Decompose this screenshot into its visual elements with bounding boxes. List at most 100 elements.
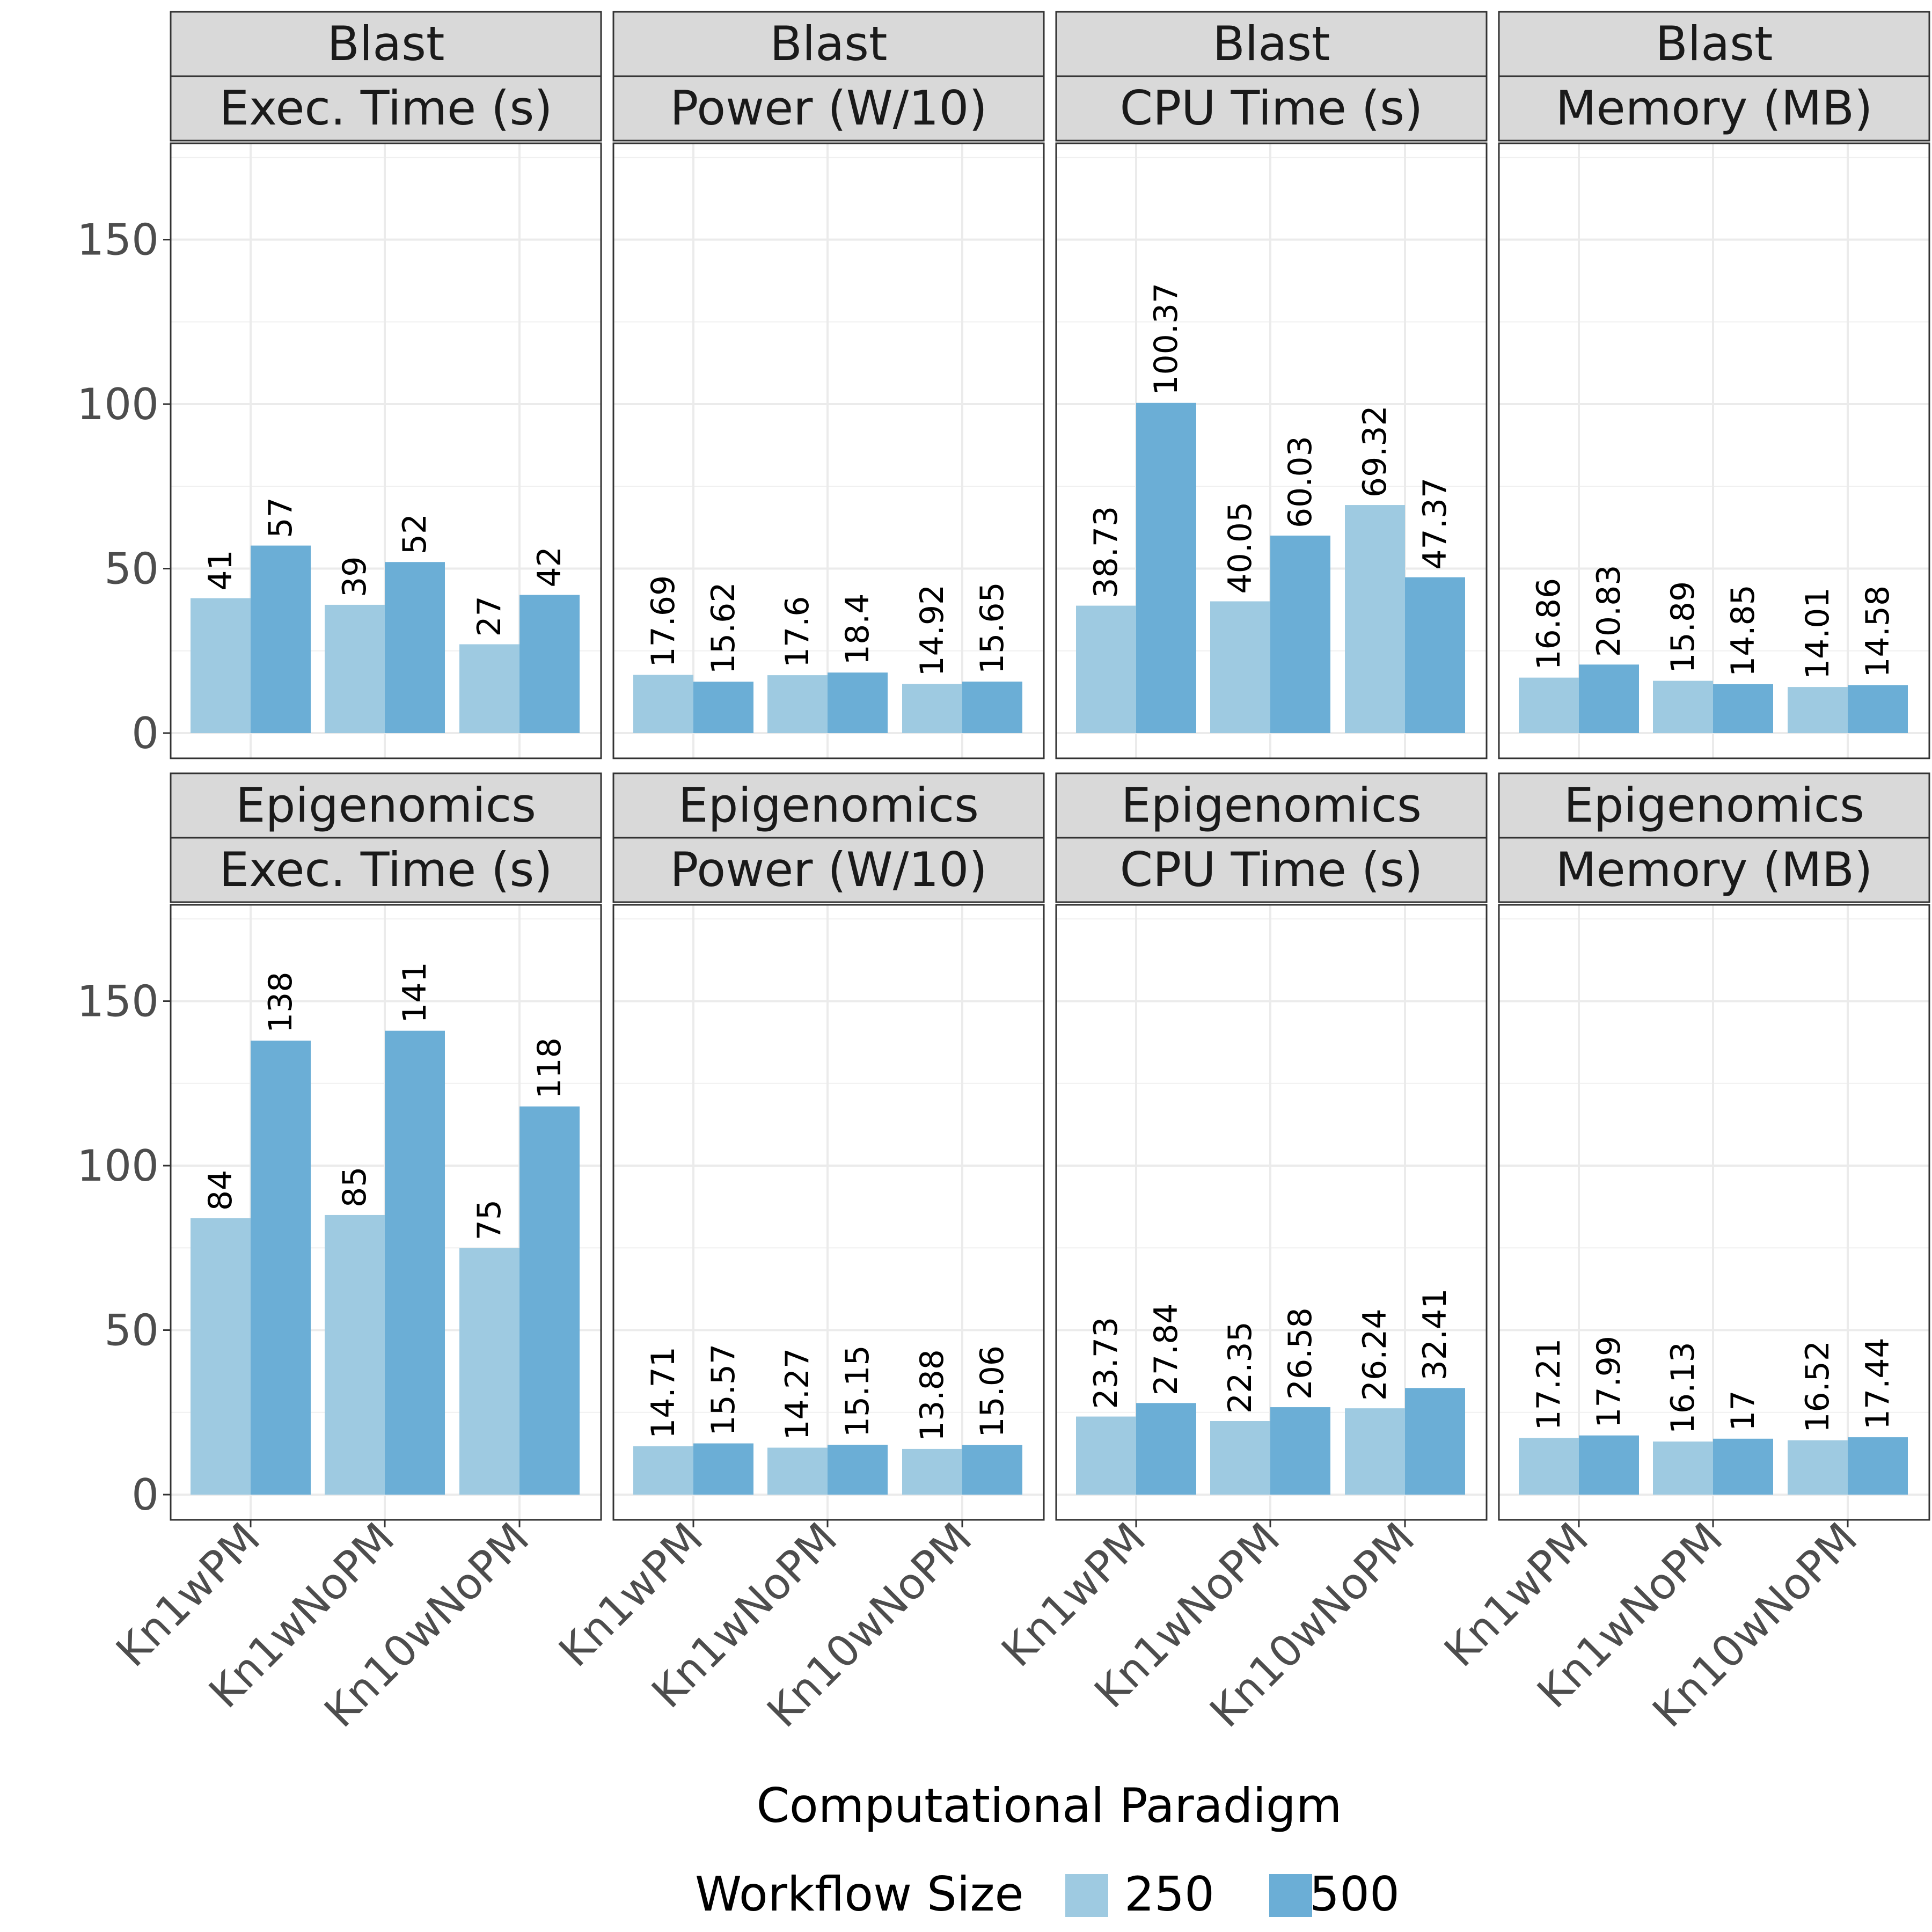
strip-metric	[1055, 837, 1488, 903]
bar-500-kn1wnopm	[1270, 536, 1330, 733]
bar-value-label: 39	[336, 557, 374, 597]
bar-value-label: 16.86	[1530, 578, 1568, 670]
bar-500-kn1wpm	[1136, 1403, 1196, 1495]
bar-value-label: 17.21	[1530, 1338, 1568, 1431]
panel-border	[612, 142, 1045, 759]
strip-metric-label: CPU Time (s)	[1120, 80, 1423, 136]
y-tick-label: 100	[77, 379, 159, 429]
strip-workflow-label: Blast	[1655, 16, 1773, 71]
bar-500-kn10wnopm	[1848, 1437, 1908, 1495]
bar-500-kn1wnopm	[385, 1030, 445, 1495]
bar-value-label: 141	[396, 962, 434, 1023]
bar-500-kn1wpm	[251, 1041, 311, 1495]
bar-value-label: 84	[202, 1170, 239, 1211]
bar-500-kn1wpm	[1136, 402, 1196, 733]
legend-swatch-500	[1269, 1874, 1312, 1917]
strip-metric	[612, 75, 1045, 142]
bar-value-label: 27.84	[1147, 1304, 1185, 1396]
bar-500-kn1wnopm	[828, 1445, 888, 1495]
bar-value-label: 52	[396, 514, 434, 554]
panel-border	[1498, 904, 1930, 1521]
bar-500-kn1wnopm	[1270, 1407, 1330, 1495]
strip-workflow-label: Epigenomics	[236, 778, 536, 833]
bar-250-kn1wnopm	[1653, 680, 1713, 733]
strip-workflow	[1498, 772, 1930, 839]
bar-value-label: 100.37	[1147, 283, 1185, 396]
y-tick-label: 0	[131, 708, 159, 758]
y-tick-label: 150	[77, 977, 159, 1027]
bar-value-label: 26.58	[1282, 1307, 1319, 1400]
bar-value-label: 17	[1724, 1390, 1762, 1431]
panel-epigenomics-exec-time-s: Epigenomics Exec. Time (s) 84 85 75 138 141 118…	[77, 772, 602, 1737]
bar-500-kn1wpm	[251, 545, 311, 733]
panel-epigenomics-cpu-time-s: Epigenomics CPU Time (s) 23.73 22.35 26.24 27…	[992, 772, 1488, 1737]
strip-metric	[170, 837, 602, 903]
bar-500-kn1wnopm	[1713, 1438, 1773, 1495]
bar-value-label: 85	[336, 1167, 374, 1208]
strip-metric-label: Exec. Time (s)	[219, 842, 552, 897]
bar-250-kn10wnopm	[902, 1448, 962, 1495]
panel-blast-cpu-time-s: Blast CPU Time (s) 38.73 40.05 69.32 100.37 60…	[1055, 11, 1488, 759]
bar-value-label: 15.65	[974, 582, 1011, 674]
bar-value-label: 138	[262, 972, 299, 1034]
strip-workflow-label: Epigenomics	[1121, 778, 1422, 833]
panel-border	[1498, 142, 1930, 759]
bar-250-kn1wnopm	[1210, 1421, 1270, 1495]
bar-500-kn10wnopm	[519, 595, 580, 733]
panel-border	[612, 904, 1045, 1521]
strip-workflow	[612, 11, 1045, 77]
bar-250-kn1wnopm	[767, 1447, 828, 1495]
bar-value-label: 40.05	[1221, 502, 1259, 594]
strip-metric-label: CPU Time (s)	[1120, 842, 1423, 897]
bar-250-kn10wnopm	[902, 684, 962, 733]
strip-metric	[1498, 837, 1930, 903]
legend-label-250: 250	[1124, 1867, 1214, 1922]
panel-blast-power-w-10: Blast Power (W/10) 17.69 17.6 14.92 15.62 18.4…	[612, 11, 1045, 759]
bar-value-label: 17.44	[1859, 1337, 1897, 1430]
legend-swatch-250	[1065, 1874, 1108, 1917]
bar-value-label: 14.01	[1799, 587, 1836, 679]
bar-value-label: 118	[531, 1037, 568, 1099]
legend-label-500: 500	[1309, 1867, 1400, 1922]
panel-border	[1055, 904, 1488, 1521]
bar-value-label: 16.52	[1799, 1341, 1836, 1433]
strip-workflow-label: Epigenomics	[1564, 778, 1864, 833]
bar-value-label: 22.35	[1221, 1321, 1259, 1414]
bar-value-label: 57	[262, 497, 299, 538]
bar-value-label: 17.69	[645, 575, 682, 668]
bar-500-kn1wpm	[693, 1443, 753, 1495]
bar-value-label: 14.58	[1859, 586, 1897, 678]
bar-250-kn1wnopm	[1210, 601, 1270, 733]
bar-value-label: 32.41	[1416, 1289, 1454, 1381]
strip-metric-label: Exec. Time (s)	[219, 80, 552, 136]
x-axis-title: Computational Paradigm	[756, 1778, 1342, 1833]
bar-value-label: 15.57	[705, 1344, 742, 1436]
bar-value-label: 75	[471, 1199, 508, 1240]
bar-value-label: 14.85	[1724, 584, 1762, 677]
bar-250-kn1wpm	[191, 1218, 251, 1495]
bar-value-label: 23.73	[1087, 1317, 1125, 1409]
bar-value-label: 69.32	[1356, 405, 1394, 497]
bar-250-kn10wnopm	[1788, 1440, 1848, 1495]
panel-border	[170, 142, 602, 759]
bar-value-label: 15.15	[839, 1345, 876, 1437]
bar-value-label: 14.92	[913, 584, 951, 677]
y-tick-label: 0	[131, 1470, 159, 1520]
bar-500-kn10wnopm	[1405, 1388, 1465, 1495]
bar-250-kn1wnopm	[325, 604, 385, 733]
bar-value-label: 16.13	[1664, 1342, 1702, 1434]
strip-workflow	[170, 11, 602, 77]
bar-500-kn1wpm	[1579, 664, 1639, 733]
panel-epigenomics-power-w-10: Epigenomics Power (W/10) 14.71 14.27 13.88 15…	[550, 772, 1045, 1737]
bar-value-label: 15.62	[705, 582, 742, 674]
bar-value-label: 42	[531, 546, 568, 587]
bar-250-kn1wpm	[1519, 1438, 1579, 1495]
strip-workflow-label: Blast	[770, 16, 887, 71]
bar-250-kn1wnopm	[325, 1214, 385, 1495]
bar-value-label: 17.99	[1590, 1336, 1628, 1428]
bar-value-label: 15.06	[974, 1345, 1011, 1438]
bar-value-label: 17.6	[779, 596, 816, 668]
bar-250-kn10wnopm	[459, 1248, 519, 1495]
strip-workflow-label: Blast	[1212, 16, 1330, 71]
